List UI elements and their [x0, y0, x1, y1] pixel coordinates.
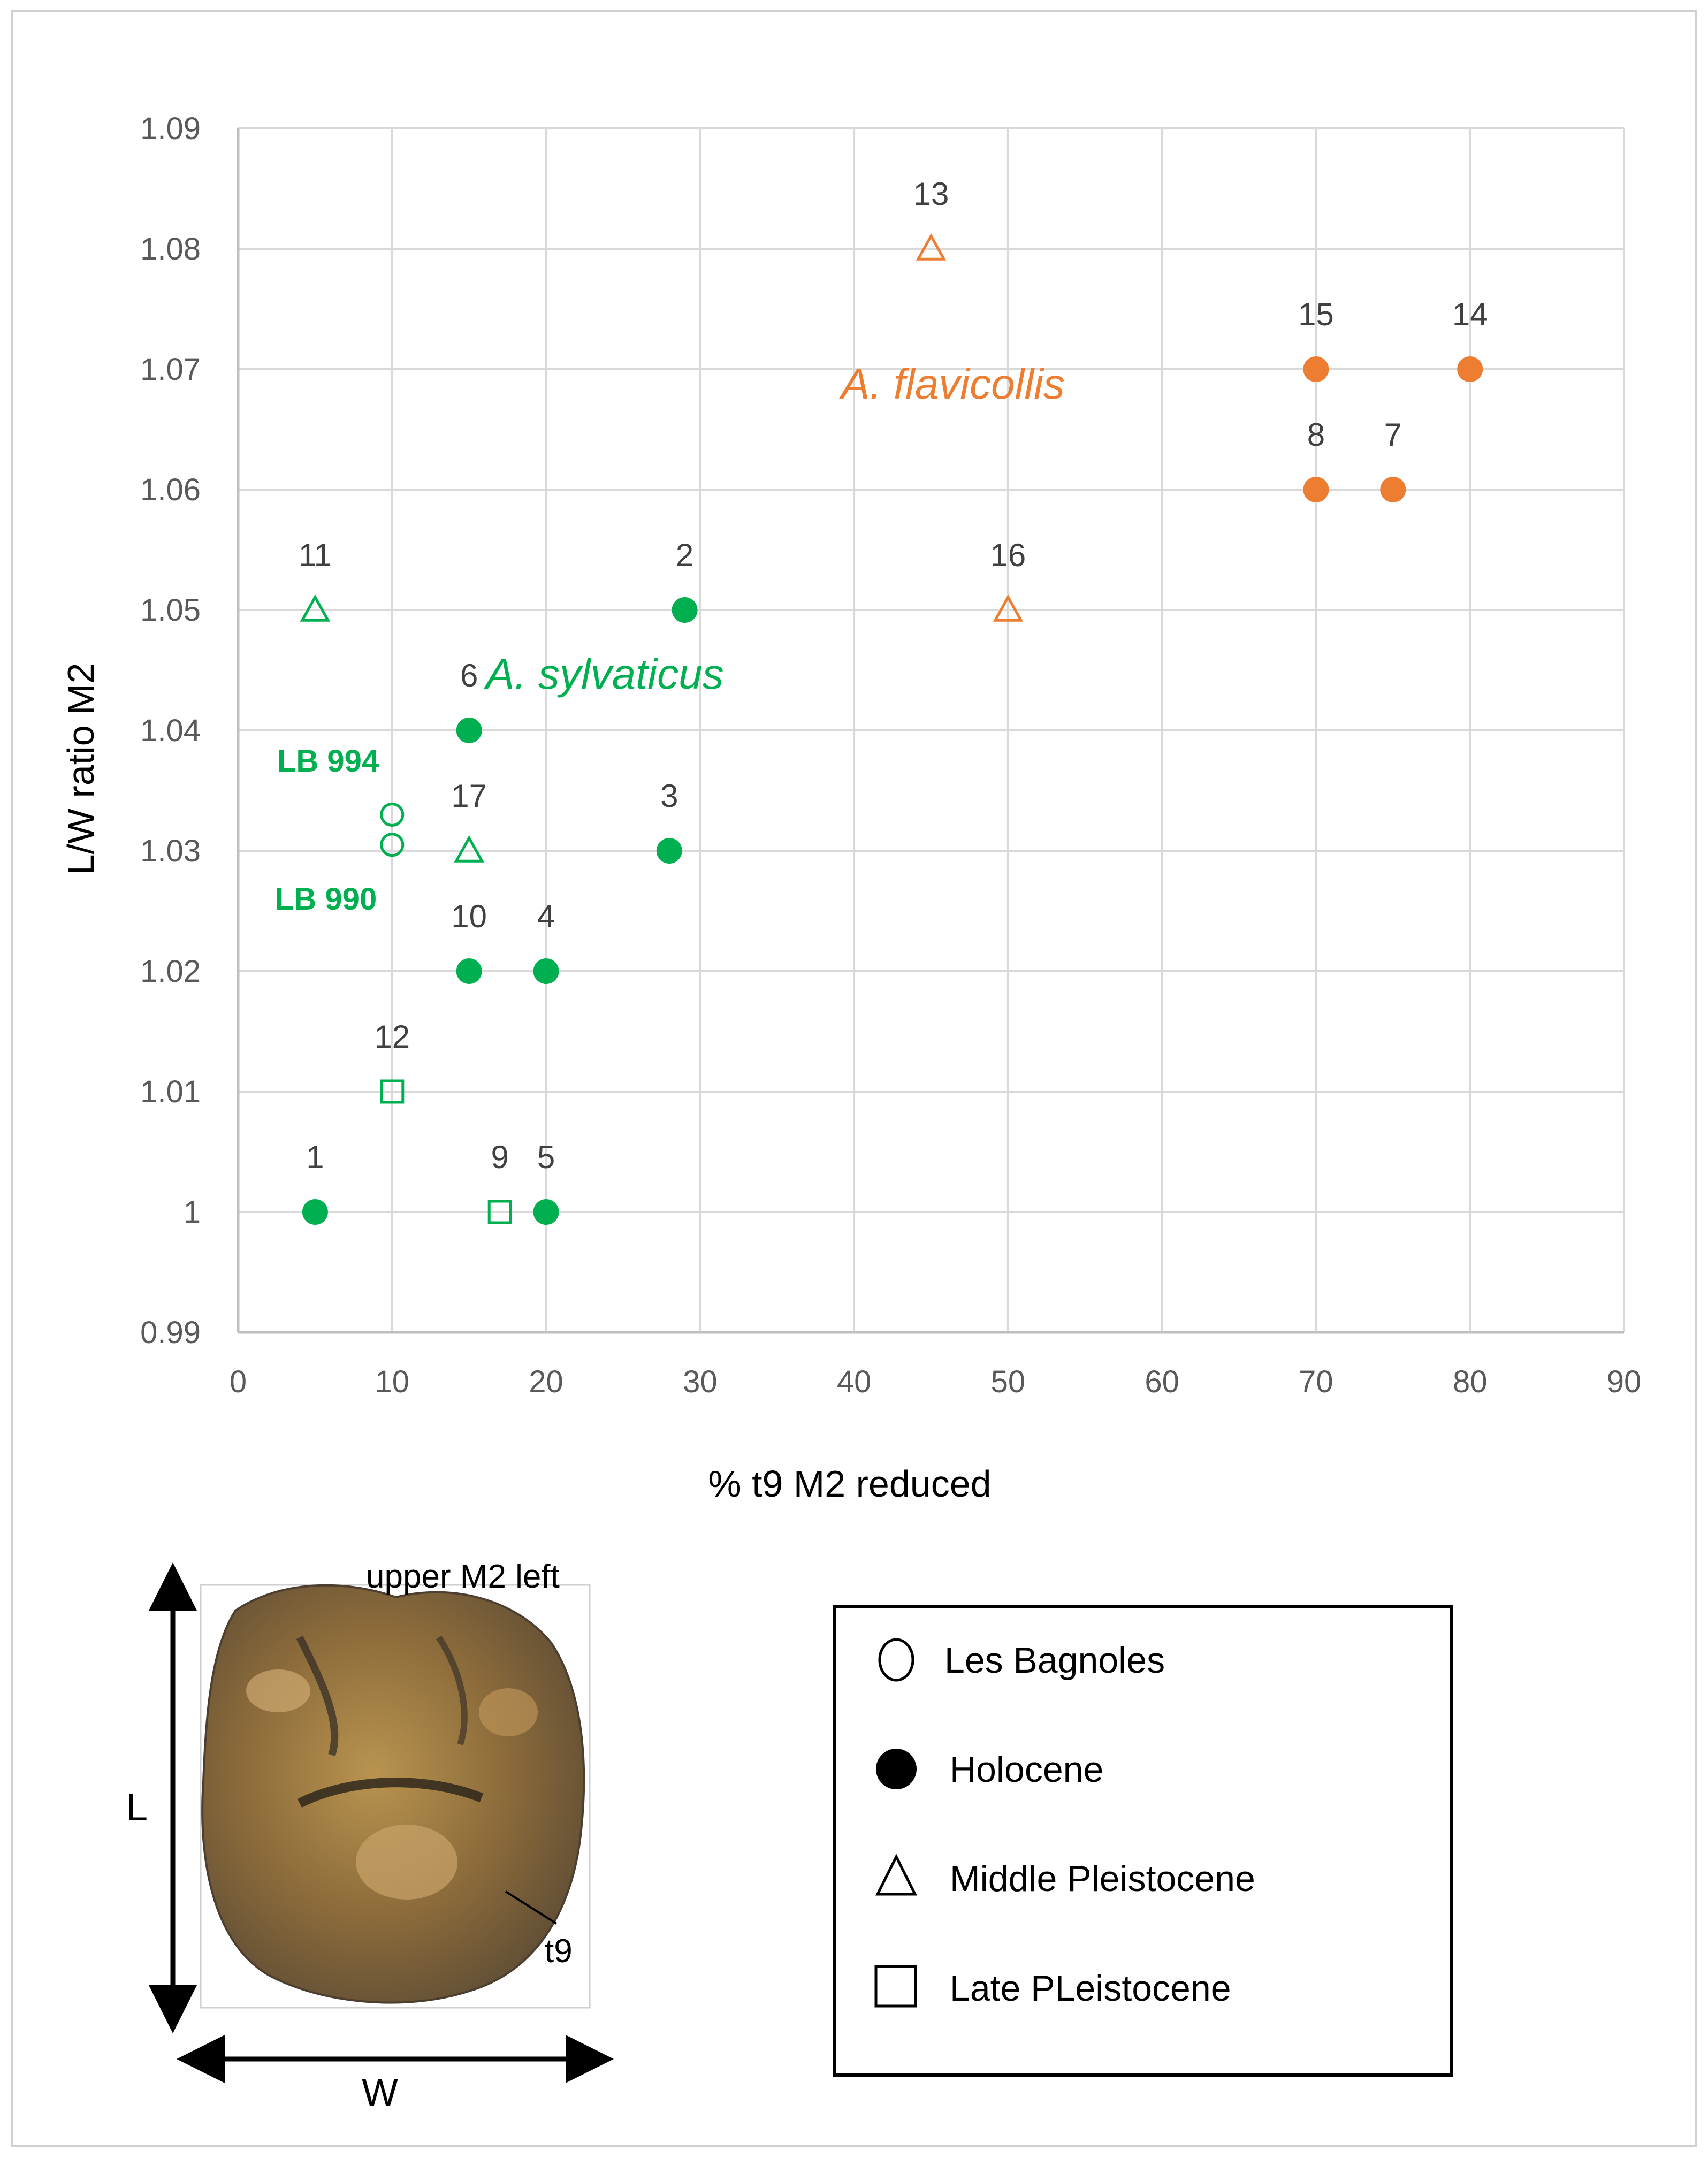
legend-marker-circle-filled [876, 1749, 917, 1789]
legend-item-middle-pleistocene: Middle Pleistocene [950, 1858, 1255, 1899]
x-tick-label: 10 [375, 1364, 410, 1399]
y-tick-label: 1.02 [140, 954, 201, 989]
data-point [672, 597, 698, 623]
x-tick-label: 30 [683, 1364, 718, 1399]
x-tick-label: 50 [991, 1364, 1026, 1399]
tooth-cusp [246, 1669, 310, 1712]
data-label: 7 [1384, 417, 1402, 453]
data-label: 16 [990, 537, 1026, 573]
y-tick-label: 1.09 [140, 111, 201, 146]
legend-marker-circle-open [878, 1638, 914, 1682]
data-point [533, 958, 559, 984]
data-label: 3 [660, 778, 678, 814]
x-tick-label: 90 [1607, 1364, 1642, 1399]
y-tick-label: 1.07 [140, 352, 201, 387]
data-label: 11 [299, 537, 332, 573]
data-label: 4 [537, 898, 555, 934]
tooth-bounding-box [200, 1584, 591, 2009]
x-tick-label: 0 [230, 1364, 247, 1399]
data-point [380, 1079, 405, 1104]
y-tick-label: 1.03 [140, 834, 201, 868]
tick-labels: 0 10 20 30 40 50 60 70 80 90 0.99 1 1.01 1.02 1.03 1.04… [140, 111, 1641, 1399]
data-label: 6 [460, 658, 478, 693]
x-tick-label: 20 [529, 1364, 563, 1399]
data-point [1303, 356, 1329, 382]
data-label: 2 [676, 537, 693, 573]
data-label: 9 [491, 1139, 509, 1175]
x-tick-label: 40 [837, 1364, 872, 1399]
legend: Les Bagnoles Holocene Middle Pleistocene… [833, 1605, 1453, 2077]
data-point [380, 833, 405, 857]
legend-item-les-bagnoles: Les Bagnoles [944, 1640, 1165, 1681]
data-point [1380, 477, 1406, 502]
data-label: 8 [1307, 417, 1325, 453]
legend-item-holocene: Holocene [950, 1749, 1103, 1790]
figure-frame [11, 10, 1697, 2147]
tooth-caption: upper M2 left [366, 1558, 560, 1595]
annotation-sylvaticus: A. sylvaticus [484, 650, 724, 698]
data-point [1303, 477, 1329, 502]
data-point [456, 718, 482, 743]
y-tick-label: 1 [184, 1195, 201, 1230]
data-point [993, 594, 1024, 622]
tooth-image [201, 1584, 585, 2004]
grid-lines [237, 127, 1625, 1333]
tooth-groove [436, 1635, 468, 1745]
data-label: 17 [451, 778, 487, 814]
data-label: 12 [374, 1019, 410, 1055]
y-tick-label: 1.06 [140, 472, 201, 507]
legend-box [833, 1605, 1453, 2077]
data-label: 14 [1452, 296, 1488, 332]
data-label: 5 [537, 1139, 555, 1175]
y-tick-label: 1.01 [140, 1074, 201, 1109]
data-point [454, 835, 484, 863]
x-axis-title: % t9 M2 reduced [708, 1463, 991, 1505]
data-point [916, 233, 947, 261]
data-point [1457, 356, 1483, 382]
data-point [533, 1199, 559, 1225]
tooth-cusp [356, 1825, 458, 1900]
legend-marker-triangle-open [875, 1854, 918, 1896]
tooth-cusp [479, 1688, 538, 1736]
y-tick-label: 1.05 [140, 593, 201, 628]
data-point [456, 958, 482, 984]
data-label: 13 [913, 176, 949, 212]
data-point [300, 594, 331, 622]
x-tick-label: 80 [1453, 1364, 1488, 1399]
data-point [380, 803, 405, 827]
y-tick-label: 1.08 [140, 232, 201, 266]
data-label: 15 [1298, 296, 1334, 332]
annotation-lb994: LB 994 [277, 744, 379, 779]
data-label: 10 [451, 898, 487, 934]
tooth-figure: t9 upper M2 left L W [126, 1558, 614, 2114]
axes [237, 128, 1624, 1334]
t9-label: t9 [545, 1933, 573, 1970]
y-axis-title: L/W ratio M2 [60, 663, 102, 875]
y-tick-label: 0.99 [140, 1315, 201, 1350]
annotation-flavicollis: A. flavicollis [839, 360, 1065, 408]
data-point [487, 1200, 512, 1224]
width-label: W [362, 2071, 398, 2114]
legend-item-late-pleistocene: Late PLeistocene [950, 1968, 1231, 2009]
annotation-lb990: LB 990 [275, 882, 377, 917]
data-point [656, 838, 682, 864]
data-label: 1 [306, 1139, 324, 1175]
t9-pointer-line [505, 1890, 558, 1925]
length-label: L [126, 1786, 148, 1829]
tooth-groove [296, 1635, 339, 1757]
data-points [300, 233, 1483, 1225]
data-point [302, 1199, 328, 1225]
x-tick-label: 70 [1299, 1364, 1333, 1399]
x-tick-label: 60 [1145, 1364, 1179, 1399]
legend-marker-square-open [874, 1965, 917, 2008]
y-tick-label: 1.04 [140, 713, 201, 748]
tooth-groove [297, 1778, 484, 1808]
